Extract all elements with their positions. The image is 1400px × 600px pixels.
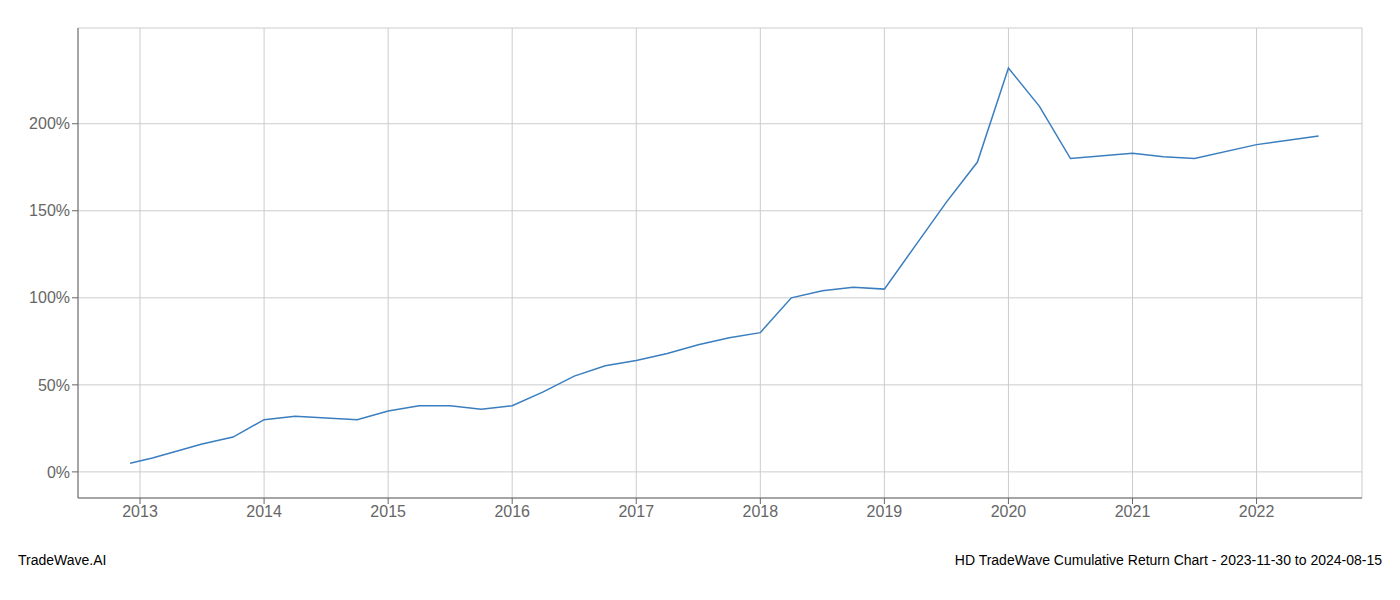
svg-text:200%: 200% [29, 115, 70, 132]
svg-text:2014: 2014 [246, 503, 282, 520]
svg-text:2022: 2022 [1239, 503, 1275, 520]
svg-text:150%: 150% [29, 202, 70, 219]
svg-text:0%: 0% [47, 464, 70, 481]
svg-text:100%: 100% [29, 289, 70, 306]
svg-text:2015: 2015 [370, 503, 406, 520]
svg-text:2018: 2018 [743, 503, 779, 520]
svg-text:2021: 2021 [1115, 503, 1151, 520]
svg-text:50%: 50% [38, 377, 70, 394]
html-text:TradeWave.AI: TradeWave.AI [18, 552, 107, 568]
svg-text:2019: 2019 [867, 503, 903, 520]
svg-text:2017: 2017 [618, 503, 654, 520]
svg-text:2013: 2013 [122, 503, 158, 520]
svg-text:2020: 2020 [991, 503, 1027, 520]
svg-text:2016: 2016 [494, 503, 530, 520]
html-text:HD TradeWave Cumulative Return: HD TradeWave Cumulative Return Chart - 2… [954, 552, 1382, 568]
